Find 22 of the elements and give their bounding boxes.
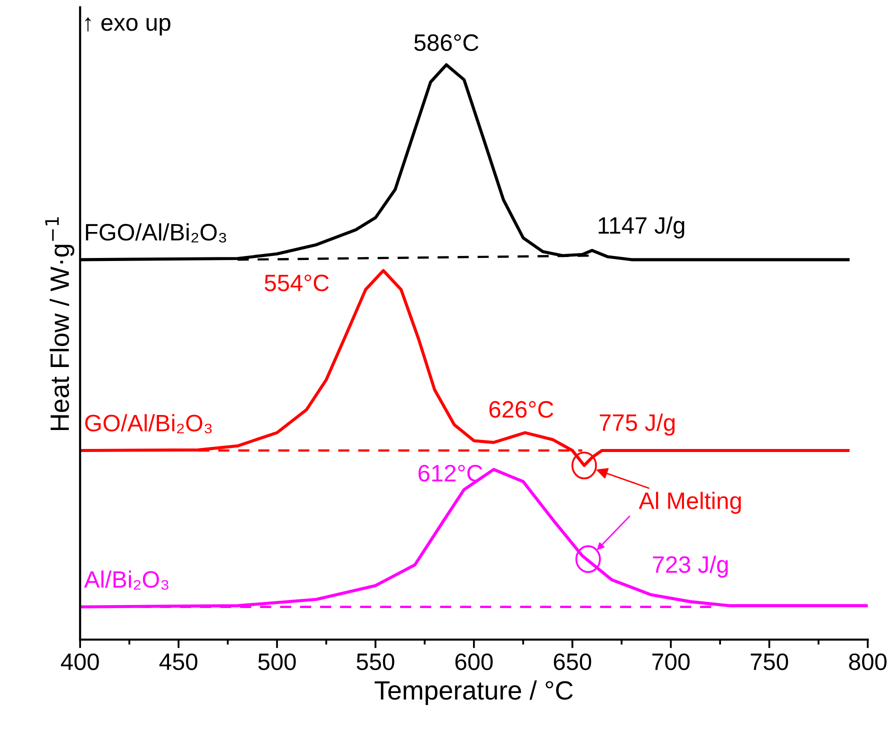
series-label: Al/Bi₂O₃: [84, 570, 168, 590]
x-axis-title: Temperature / °C: [374, 680, 573, 705]
x-tick-label: 450: [159, 653, 198, 670]
x-tick-label: 700: [652, 653, 690, 670]
annotation: 586°C: [414, 34, 478, 52]
annotation: Al Melting: [638, 492, 741, 514]
x-tick-label: 650: [554, 653, 592, 670]
text: ↑ exo up: [85, 17, 170, 36]
x-tick-label: 750: [750, 653, 788, 670]
x-tick-label: 600: [455, 653, 493, 670]
annotation: 1147 J/g: [598, 216, 684, 238]
series-label: GO/Al/Bi₂O₃: [85, 414, 212, 434]
x-tick-label: 400: [60, 653, 99, 670]
x-tick-label: 550: [356, 653, 394, 670]
annotation: 723 J/g: [653, 556, 728, 578]
y-axis-title: Heat Flow / W·g$^{−1}$: [45, 217, 74, 430]
annotation: 775 J/g: [600, 414, 675, 436]
annotation: 626°C: [489, 401, 554, 418]
annotation: 554°C: [264, 274, 329, 292]
series-label: FGO/Al/Bi₂O₃: [86, 223, 226, 243]
x-tick-label: 500: [258, 653, 296, 670]
x-tick-label: 800: [849, 653, 887, 670]
